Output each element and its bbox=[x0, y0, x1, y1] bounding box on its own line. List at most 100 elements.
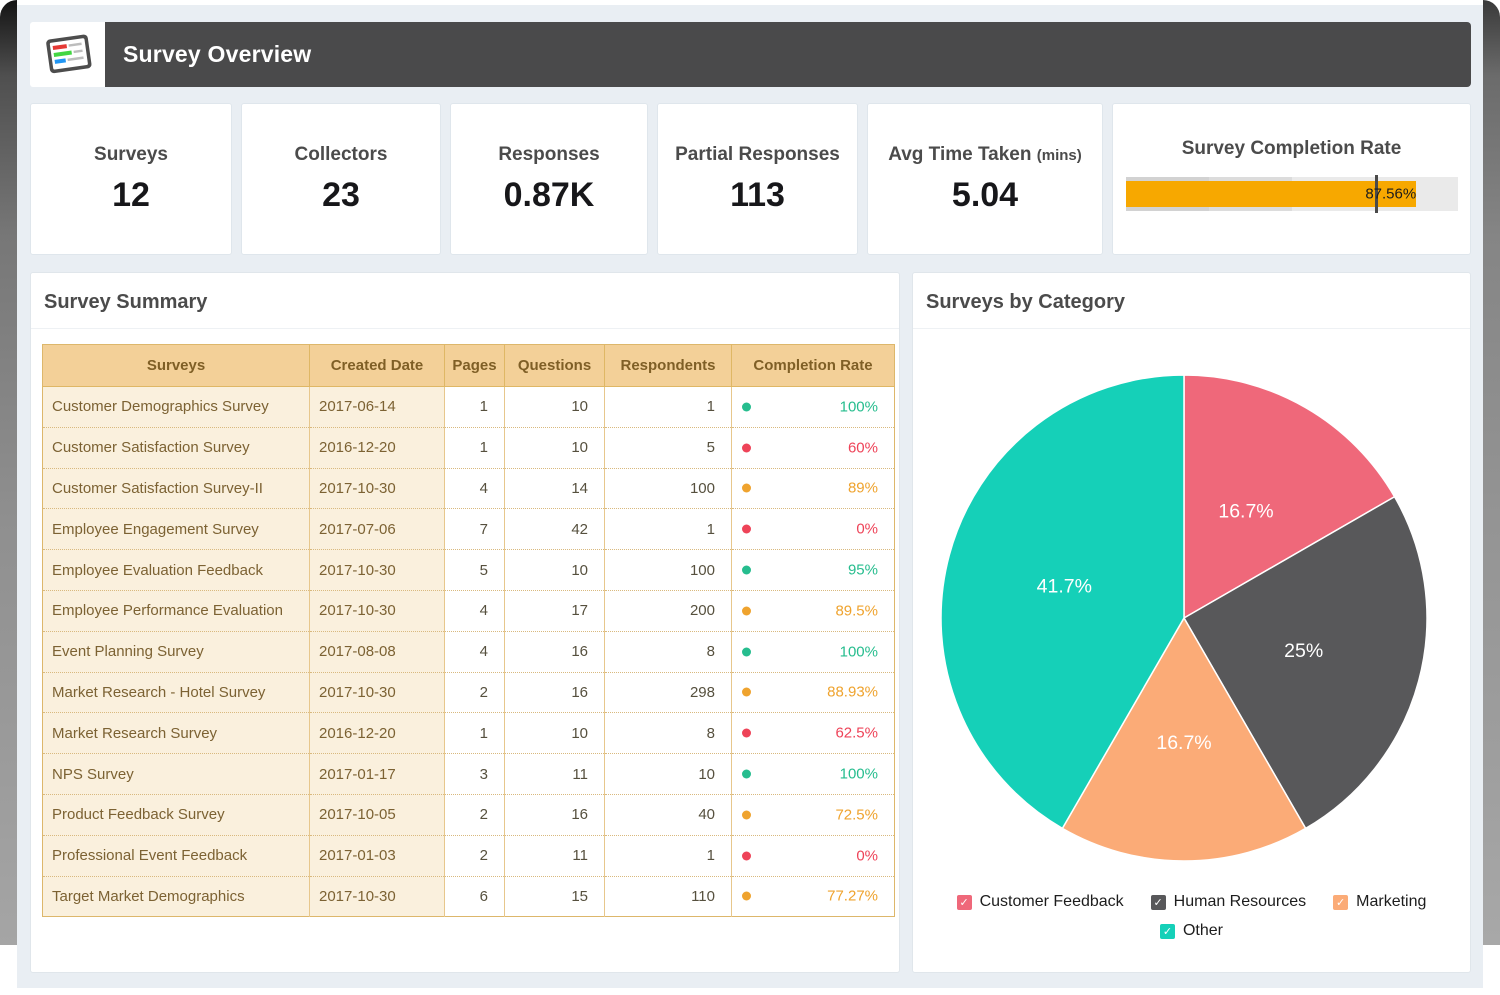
table-cell: 10 bbox=[505, 550, 605, 591]
title-bar: Survey Overview bbox=[105, 22, 1471, 87]
table-cell: Professional Event Feedback bbox=[43, 835, 310, 876]
legend-item-customer-feedback[interactable]: ✓Customer Feedback bbox=[957, 893, 1124, 911]
pie-slice-label: 16.7% bbox=[1218, 501, 1273, 523]
completion-rate-cell: 60% bbox=[732, 427, 895, 468]
table-cell: 7 bbox=[445, 509, 505, 550]
table-cell: 2 bbox=[445, 835, 505, 876]
status-dot-icon bbox=[742, 484, 751, 493]
table-cell: 1 bbox=[605, 509, 732, 550]
kpi-label-suffix: (mins) bbox=[1037, 147, 1082, 164]
table-row[interactable]: Target Market Demographics2017-10-306151… bbox=[43, 876, 895, 917]
table-row[interactable]: Employee Performance Evaluation2017-10-3… bbox=[43, 590, 895, 631]
kpi-label: Responses bbox=[498, 144, 599, 166]
completion-rate-value: 89.5% bbox=[835, 602, 878, 619]
table-row[interactable]: Customer Satisfaction Survey-II2017-10-3… bbox=[43, 468, 895, 509]
status-dot-icon bbox=[742, 729, 751, 738]
kpi-label: Avg Time Taken (mins) bbox=[888, 144, 1082, 166]
status-dot-icon bbox=[742, 892, 751, 901]
table-cell: 1 bbox=[445, 713, 505, 754]
table-column-header: Pages bbox=[445, 345, 505, 387]
table-cell: 2017-10-30 bbox=[310, 876, 445, 917]
survey-summary-panel: Survey Summary SurveysCreated DatePagesQ… bbox=[30, 272, 900, 973]
table-cell: 42 bbox=[505, 509, 605, 550]
table-cell: 5 bbox=[445, 550, 505, 591]
completion-rate-cell: 100% bbox=[732, 631, 895, 672]
surveys-by-category-panel: Surveys by Category 16.7%25%16.7%41.7% ✓… bbox=[912, 272, 1471, 973]
completion-rate-value: 100% bbox=[840, 398, 878, 415]
completion-rate-cell: 0% bbox=[732, 835, 895, 876]
table-cell: Event Planning Survey bbox=[43, 631, 310, 672]
table-cell: 2017-10-30 bbox=[310, 550, 445, 591]
completion-rate-cell: 88.93% bbox=[732, 672, 895, 713]
page-title: Survey Overview bbox=[105, 41, 311, 68]
completion-rate-value: 62.5% bbox=[835, 725, 878, 742]
table-cell: 110 bbox=[605, 876, 732, 917]
legend-item-marketing[interactable]: ✓Marketing bbox=[1333, 893, 1426, 911]
legend-checkbox-icon[interactable]: ✓ bbox=[957, 895, 972, 910]
table-cell: 2016-12-20 bbox=[310, 427, 445, 468]
legend-item-other[interactable]: ✓Other bbox=[1160, 922, 1223, 940]
kpi-card-partial-responses: Partial Responses 113 bbox=[657, 103, 858, 255]
table-cell: Customer Satisfaction Survey bbox=[43, 427, 310, 468]
legend-checkbox-icon[interactable]: ✓ bbox=[1160, 924, 1175, 939]
kpi-row: Surveys 12 Collectors 23 Responses 0.87K… bbox=[30, 103, 1471, 255]
table-row[interactable]: Market Research - Hotel Survey2017-10-30… bbox=[43, 672, 895, 713]
table-row[interactable]: NPS Survey2017-01-1731110100% bbox=[43, 754, 895, 795]
completion-rate-value: 95% bbox=[848, 562, 878, 579]
table-row[interactable]: Market Research Survey2016-12-20110862.5… bbox=[43, 713, 895, 754]
status-dot-icon bbox=[742, 606, 751, 615]
table-cell: NPS Survey bbox=[43, 754, 310, 795]
table-column-header: Created Date bbox=[310, 345, 445, 387]
legend-row: ✓Other bbox=[1160, 922, 1223, 940]
survey-summary-table: SurveysCreated DatePagesQuestionsRespond… bbox=[42, 344, 895, 917]
completion-rate-value: 77.27% bbox=[827, 888, 878, 905]
completion-rate-value: 0% bbox=[856, 847, 878, 864]
table-cell: Customer Satisfaction Survey-II bbox=[43, 468, 310, 509]
kpi-value: 23 bbox=[322, 176, 360, 215]
table-cell: 11 bbox=[505, 835, 605, 876]
table-cell: 16 bbox=[505, 672, 605, 713]
table-cell: 100 bbox=[605, 550, 732, 591]
status-dot-icon bbox=[742, 851, 751, 860]
kpi-label: Partial Responses bbox=[675, 144, 840, 166]
table-row[interactable]: Product Feedback Survey2017-10-052164072… bbox=[43, 794, 895, 835]
status-dot-icon bbox=[742, 402, 751, 411]
completion-rate-bullet-chart: 87.56% bbox=[1126, 177, 1458, 211]
surveys-by-category-title: Surveys by Category bbox=[913, 273, 1470, 329]
legend-item-human-resources[interactable]: ✓Human Resources bbox=[1151, 893, 1307, 911]
table-cell: 4 bbox=[445, 468, 505, 509]
table-cell: Product Feedback Survey bbox=[43, 794, 310, 835]
table-column-header: Respondents bbox=[605, 345, 732, 387]
table-column-header: Surveys bbox=[43, 345, 310, 387]
table-row[interactable]: Employee Evaluation Feedback2017-10-3051… bbox=[43, 550, 895, 591]
pie-chart-area: 16.7%25%16.7%41.7% ✓Customer Feedback✓Hu… bbox=[913, 373, 1470, 940]
kpi-label: Survey Completion Rate bbox=[1182, 138, 1402, 160]
table-cell: 3 bbox=[445, 754, 505, 795]
legend-checkbox-icon[interactable]: ✓ bbox=[1151, 895, 1166, 910]
window-frame-right bbox=[1483, 0, 1500, 945]
completion-rate-value: 0% bbox=[856, 521, 878, 538]
status-dot-icon bbox=[742, 443, 751, 452]
kpi-label: Surveys bbox=[94, 144, 168, 166]
window-frame-left bbox=[0, 0, 17, 945]
completion-rate-value: 72.5% bbox=[835, 806, 878, 823]
table-cell: 2016-12-20 bbox=[310, 713, 445, 754]
table-row[interactable]: Employee Engagement Survey2017-07-067421… bbox=[43, 509, 895, 550]
table-cell: 10 bbox=[605, 754, 732, 795]
table-cell: 2017-10-30 bbox=[310, 468, 445, 509]
table-cell: 14 bbox=[505, 468, 605, 509]
pie-slice-label: 25% bbox=[1284, 640, 1323, 662]
table-row[interactable]: Professional Event Feedback2017-01-03211… bbox=[43, 835, 895, 876]
status-dot-icon bbox=[742, 770, 751, 779]
table-cell: 2017-01-03 bbox=[310, 835, 445, 876]
table-cell: 2017-01-17 bbox=[310, 754, 445, 795]
table-cell: 2 bbox=[445, 794, 505, 835]
table-cell: 10 bbox=[505, 427, 605, 468]
bullet-value-label: 87.56% bbox=[1365, 186, 1416, 203]
table-row[interactable]: Customer Satisfaction Survey2016-12-2011… bbox=[43, 427, 895, 468]
table-row[interactable]: Customer Demographics Survey2017-06-1411… bbox=[43, 387, 895, 428]
legend-checkbox-icon[interactable]: ✓ bbox=[1333, 895, 1348, 910]
table-cell: 1 bbox=[605, 835, 732, 876]
kpi-value: 113 bbox=[730, 176, 785, 215]
table-row[interactable]: Event Planning Survey2017-08-084168100% bbox=[43, 631, 895, 672]
